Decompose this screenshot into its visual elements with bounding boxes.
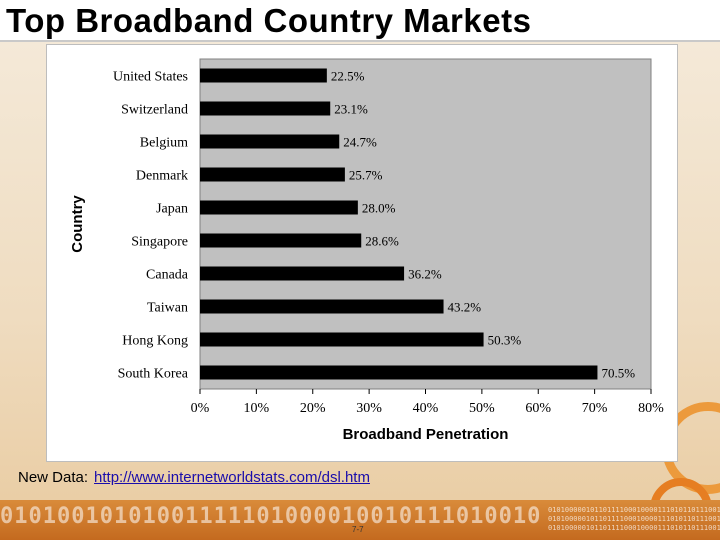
data-label: 28.6% [365,234,399,249]
footer-binary-small-text: 0101000001011011110001000011101011011100… [548,506,720,532]
data-label: 43.2% [448,300,482,315]
data-label: 22.5% [331,69,365,84]
data-label: 23.1% [334,102,368,117]
x-tick-label: 30% [356,401,382,416]
data-label: 24.7% [343,135,377,150]
bar [200,200,358,215]
caption-label: New Data: [18,469,89,486]
category-label: Belgium [140,136,188,151]
x-tick-label: 10% [244,401,270,416]
title-divider [0,40,720,42]
category-label: Taiwan [147,301,188,316]
y-axis-title: Country [69,195,86,253]
x-tick-label: 40% [413,401,439,416]
footer-band: 01010010101001111101000010010111010010 0… [0,500,720,540]
data-label: 28.0% [362,201,396,216]
x-tick-label: 50% [469,401,495,416]
category-label: Japan [156,202,188,217]
x-tick-label: 60% [525,401,551,416]
category-label: Hong Kong [122,334,188,349]
data-label: 70.5% [601,366,635,381]
bar [200,299,444,314]
category-label: Canada [146,268,189,283]
category-label: United States [113,70,188,85]
x-tick-label: 80% [638,401,664,416]
category-label: Singapore [131,235,188,250]
source-link[interactable]: http://www.internetworldstats.com/dsl.ht… [94,469,370,486]
data-label: 25.7% [349,168,383,183]
bar [200,101,331,116]
bar [200,134,340,149]
bar [200,365,598,380]
source-caption: New Data: http://www.internetworldstats.c… [18,469,370,486]
category-label: South Korea [118,367,189,382]
bar [200,266,405,281]
chart-panel: United States 22.5% Switzerland 23.1% Belgiu… [46,44,678,462]
slide-title: Top Broadband Country Markets [6,2,532,39]
bar-chart: United States 22.5% Switzerland 23.1% Belgiu… [69,58,664,443]
x-tick-label: 70% [582,401,608,416]
bar [200,332,484,347]
data-label: 50.3% [488,333,522,348]
footer-binary-text: 01010010101001111101000010010111010010 [0,504,542,529]
category-label: Switzerland [121,103,188,118]
bar [200,167,345,182]
bar [200,68,327,83]
x-tick-label: 0% [191,401,210,416]
x-axis-title: Broadband Penetration [343,426,509,443]
data-label: 36.2% [408,267,442,282]
bar [200,233,362,248]
page-number: 7-7 [352,525,364,534]
x-tick-label: 20% [300,401,326,416]
category-label: Denmark [136,169,188,184]
